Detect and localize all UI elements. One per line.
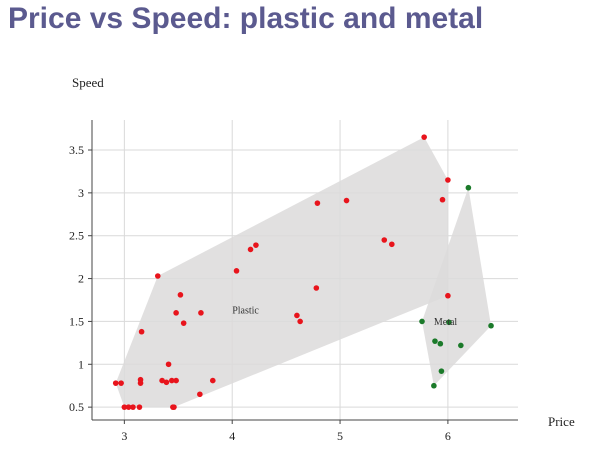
metal-hull (422, 187, 492, 386)
x-tick-label: 4 (229, 429, 235, 443)
plastic-point (177, 292, 184, 298)
x-tick-label: 5 (337, 429, 343, 443)
plastic-point (439, 196, 446, 203)
plastic-group-label: Plastic (232, 306, 259, 317)
plastic-point (233, 268, 240, 274)
plastic-point (163, 379, 170, 386)
y-axis-ticks: 0.5 1 1.5 2 2.5 3 3.5 (69, 143, 92, 414)
plastic-point (171, 404, 177, 410)
plastic-point (253, 242, 259, 248)
metal-group-label: Metal (434, 317, 458, 328)
plastic-point (314, 200, 321, 206)
y-tick-label: 2 (78, 272, 84, 286)
plastic-point (121, 404, 128, 410)
plastic-point (381, 237, 388, 243)
plastic-point (169, 377, 175, 384)
plastic-point (173, 310, 179, 316)
y-tick-label: 3 (78, 186, 84, 200)
y-axis-label: Speed (72, 75, 104, 90)
y-tick-label: 1.5 (69, 314, 84, 328)
x-tick-label: 6 (445, 429, 451, 443)
metal-point (488, 322, 494, 329)
metal-point (431, 382, 437, 389)
x-axis-ticks: 3 4 5 6 (121, 420, 451, 443)
plastic-point (313, 285, 320, 291)
plastic-point (136, 404, 143, 410)
metal-point (446, 319, 452, 326)
plastic-point (125, 404, 132, 410)
plastic-point (445, 292, 451, 299)
plastic-point (112, 380, 119, 386)
plastic-point (247, 246, 254, 253)
x-tick-label: 3 (121, 429, 127, 443)
plastic-point (389, 241, 395, 248)
metal-point (432, 338, 438, 344)
metal-point (465, 184, 472, 191)
axes (91, 120, 518, 421)
group-hulls (115, 137, 492, 408)
plastic-point (137, 376, 144, 383)
metal-point (438, 368, 445, 374)
plastic-point (138, 328, 145, 335)
metal-point (458, 342, 464, 349)
y-tick-label: 1 (78, 357, 84, 371)
y-tick-label: 2.5 (69, 229, 84, 243)
plastic-point (130, 404, 136, 410)
plastic-hull (115, 137, 448, 408)
plastic-point (297, 318, 303, 325)
plastic-point (209, 377, 216, 384)
metal-point (437, 340, 444, 347)
x-axis-label: Price (548, 414, 575, 429)
plastic-point (180, 320, 187, 326)
plastic-point (173, 377, 179, 384)
y-tick-label: 0.5 (69, 400, 84, 414)
plastic-point (165, 361, 172, 368)
plastic-point (159, 377, 165, 384)
page-title: Price vs Speed: plastic and metal (8, 2, 484, 35)
plastic-point (445, 177, 451, 183)
plastic-point (197, 391, 203, 398)
plastic-point (343, 197, 350, 204)
metal-point (419, 318, 425, 325)
data-points (112, 134, 494, 410)
y-tick-label: 3.5 (69, 143, 84, 157)
plastic-point (118, 380, 124, 386)
plastic-point (421, 134, 427, 140)
group-labels: Plastic Metal (232, 306, 457, 328)
plastic-point (154, 273, 161, 279)
plastic-point (198, 310, 204, 316)
plastic-point (294, 312, 300, 319)
